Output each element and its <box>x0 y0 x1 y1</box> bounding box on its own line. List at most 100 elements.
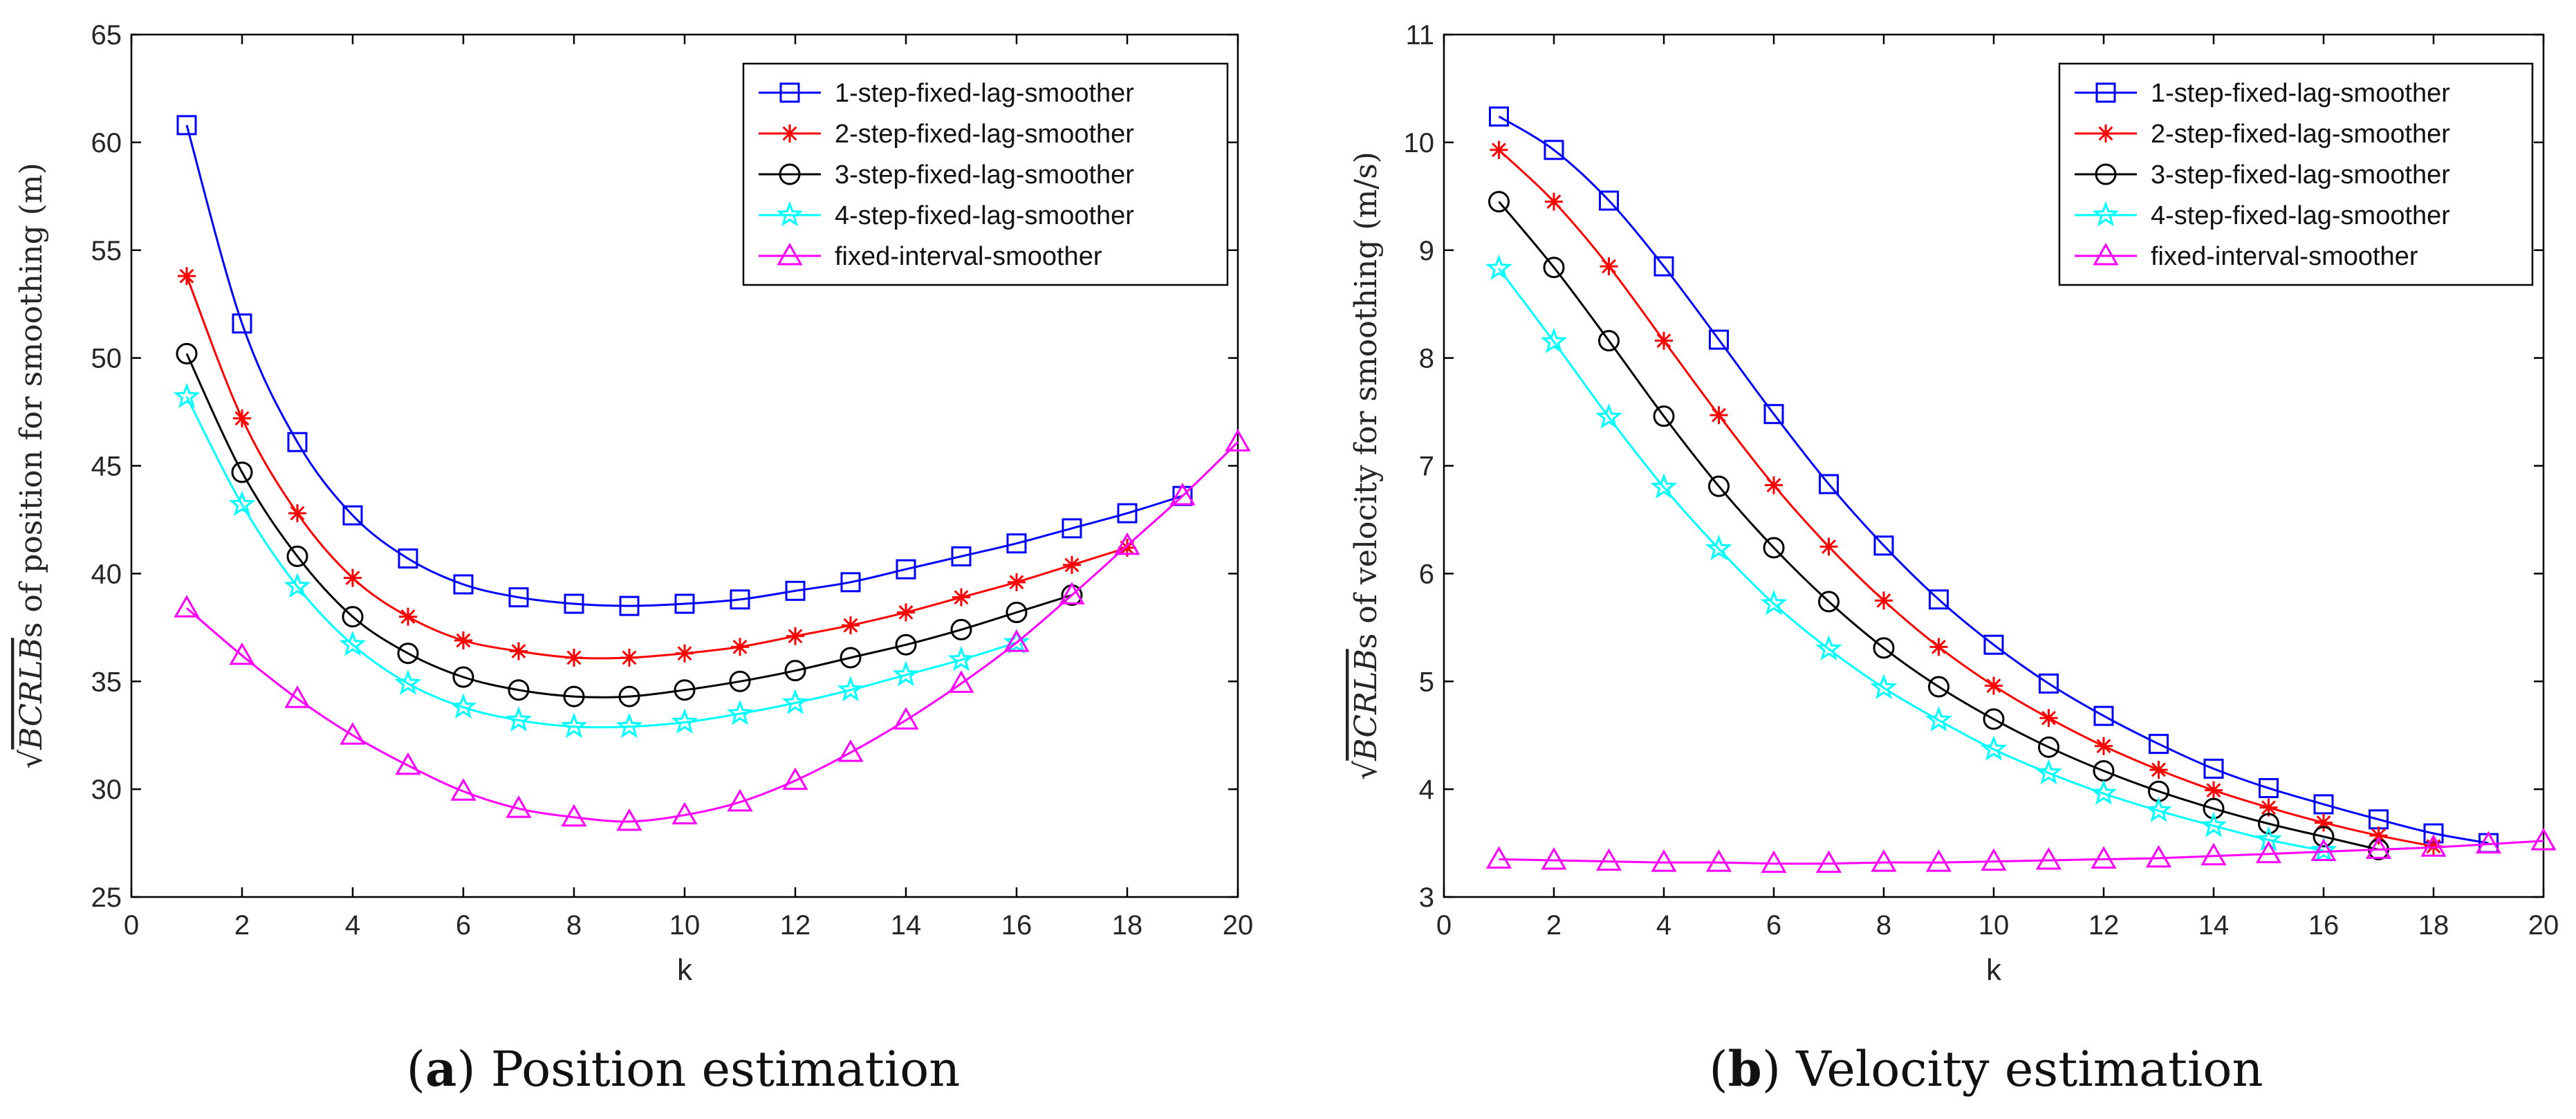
data-point <box>2200 811 2227 838</box>
data-point <box>344 568 362 587</box>
data-point <box>1541 847 1567 870</box>
data-point <box>786 627 804 645</box>
data-point <box>564 593 584 614</box>
data-point <box>2258 813 2279 835</box>
data-point <box>1985 676 2003 695</box>
data-point <box>176 342 198 364</box>
series-2-step-fixed-lag-smoother <box>1490 140 2443 856</box>
data-point <box>2205 781 2223 799</box>
data-point <box>781 689 809 714</box>
legend-marker <box>2095 163 2117 185</box>
series-line <box>185 353 1073 699</box>
data-point <box>2039 709 2058 728</box>
data-point <box>1709 406 1728 425</box>
series-line <box>1498 201 2379 851</box>
data-point <box>1169 483 1196 506</box>
data-point <box>1925 849 1952 872</box>
y-tick-label: 55 <box>91 236 122 266</box>
y-tick-label: 45 <box>91 452 122 482</box>
data-point <box>2200 842 2227 866</box>
y-tick-label: 65 <box>91 20 122 50</box>
data-point <box>1490 140 1508 159</box>
data-point <box>1653 256 1674 277</box>
data-point <box>1063 555 1081 574</box>
data-point <box>837 739 864 762</box>
legend-marker <box>2097 124 2115 142</box>
data-point <box>676 644 694 663</box>
data-point <box>232 313 252 334</box>
data-point <box>450 778 476 801</box>
data-point <box>510 642 528 660</box>
y-axis-label-term: BCRLB <box>14 638 49 750</box>
data-point <box>1815 635 1842 660</box>
data-point <box>1873 535 1894 556</box>
panel-caption: (b) Velocity estimation <box>1709 1040 2263 1098</box>
caption-letter: a <box>425 1040 456 1098</box>
x-axis-label: k <box>1986 953 2002 987</box>
data-point <box>2203 759 2224 779</box>
data-point <box>2093 705 2114 726</box>
data-point-stroke <box>677 646 692 661</box>
data-point <box>173 382 201 409</box>
data-point <box>505 706 532 732</box>
data-point <box>339 630 367 656</box>
data-point <box>2145 796 2172 822</box>
legend: 1-step-fixed-lag-smoother 2-step-fixed-la… <box>742 62 1229 286</box>
data-point <box>342 505 363 526</box>
data-point <box>286 545 308 567</box>
x-tick-label: 16 <box>1001 910 1032 941</box>
data-point-stroke <box>1986 678 2001 693</box>
data-point <box>2203 797 2225 820</box>
data-point <box>2039 673 2059 694</box>
x-tick-label: 14 <box>891 910 922 941</box>
data-point <box>730 589 750 610</box>
data-point <box>1763 404 1784 425</box>
data-point <box>1059 582 1085 605</box>
legend-box <box>2058 62 2534 286</box>
data-point <box>840 647 862 669</box>
data-point-stroke <box>2096 739 2111 754</box>
data-point-stroke <box>1492 142 1506 158</box>
y-tick-label: 25 <box>91 882 122 913</box>
series-4-step-fixed-lag-smoother <box>1485 254 2337 862</box>
data-point-stroke <box>400 609 416 625</box>
legend-label: 2-step-fixed-lag-smoother <box>835 120 1134 149</box>
x-tick-label: 8 <box>1876 910 1891 941</box>
data-point <box>1708 475 1730 497</box>
data-point-stroke <box>732 639 748 654</box>
data-point-stroke <box>954 590 969 605</box>
data-point <box>1489 106 1509 127</box>
x-tick-label: 12 <box>780 910 811 941</box>
data-point <box>1928 676 1949 698</box>
data-point <box>1117 503 1138 524</box>
y-tick-label: 6 <box>1419 559 1434 589</box>
data-point <box>1983 708 2005 730</box>
data-point <box>452 666 474 688</box>
data-point <box>1540 327 1568 353</box>
y-tick-label: 40 <box>91 559 122 589</box>
data-point <box>284 572 311 598</box>
data-point <box>674 679 696 701</box>
data-point <box>563 685 585 708</box>
data-point <box>895 634 917 656</box>
series-4-step-fixed-lag-smoother <box>173 382 1030 739</box>
data-point <box>394 669 422 695</box>
x-tick-label: 4 <box>345 910 360 941</box>
legend-marker <box>779 163 801 185</box>
data-point <box>287 432 308 452</box>
data-point <box>897 603 915 622</box>
data-point-stroke <box>2261 800 2276 815</box>
data-point <box>506 795 532 818</box>
x-tick-label: 0 <box>1436 910 1452 941</box>
data-point <box>342 606 364 628</box>
data-point <box>288 504 306 523</box>
data-point <box>948 670 974 693</box>
data-point <box>1763 537 1785 559</box>
data-point <box>1225 429 1251 452</box>
data-point <box>1595 403 1622 429</box>
series-3-step-fixed-lag-smoother <box>1488 191 2389 860</box>
sqrt-symbol: √ <box>1349 760 1384 780</box>
y-tick-label: 8 <box>1419 344 1434 374</box>
data-point <box>2420 834 2447 857</box>
